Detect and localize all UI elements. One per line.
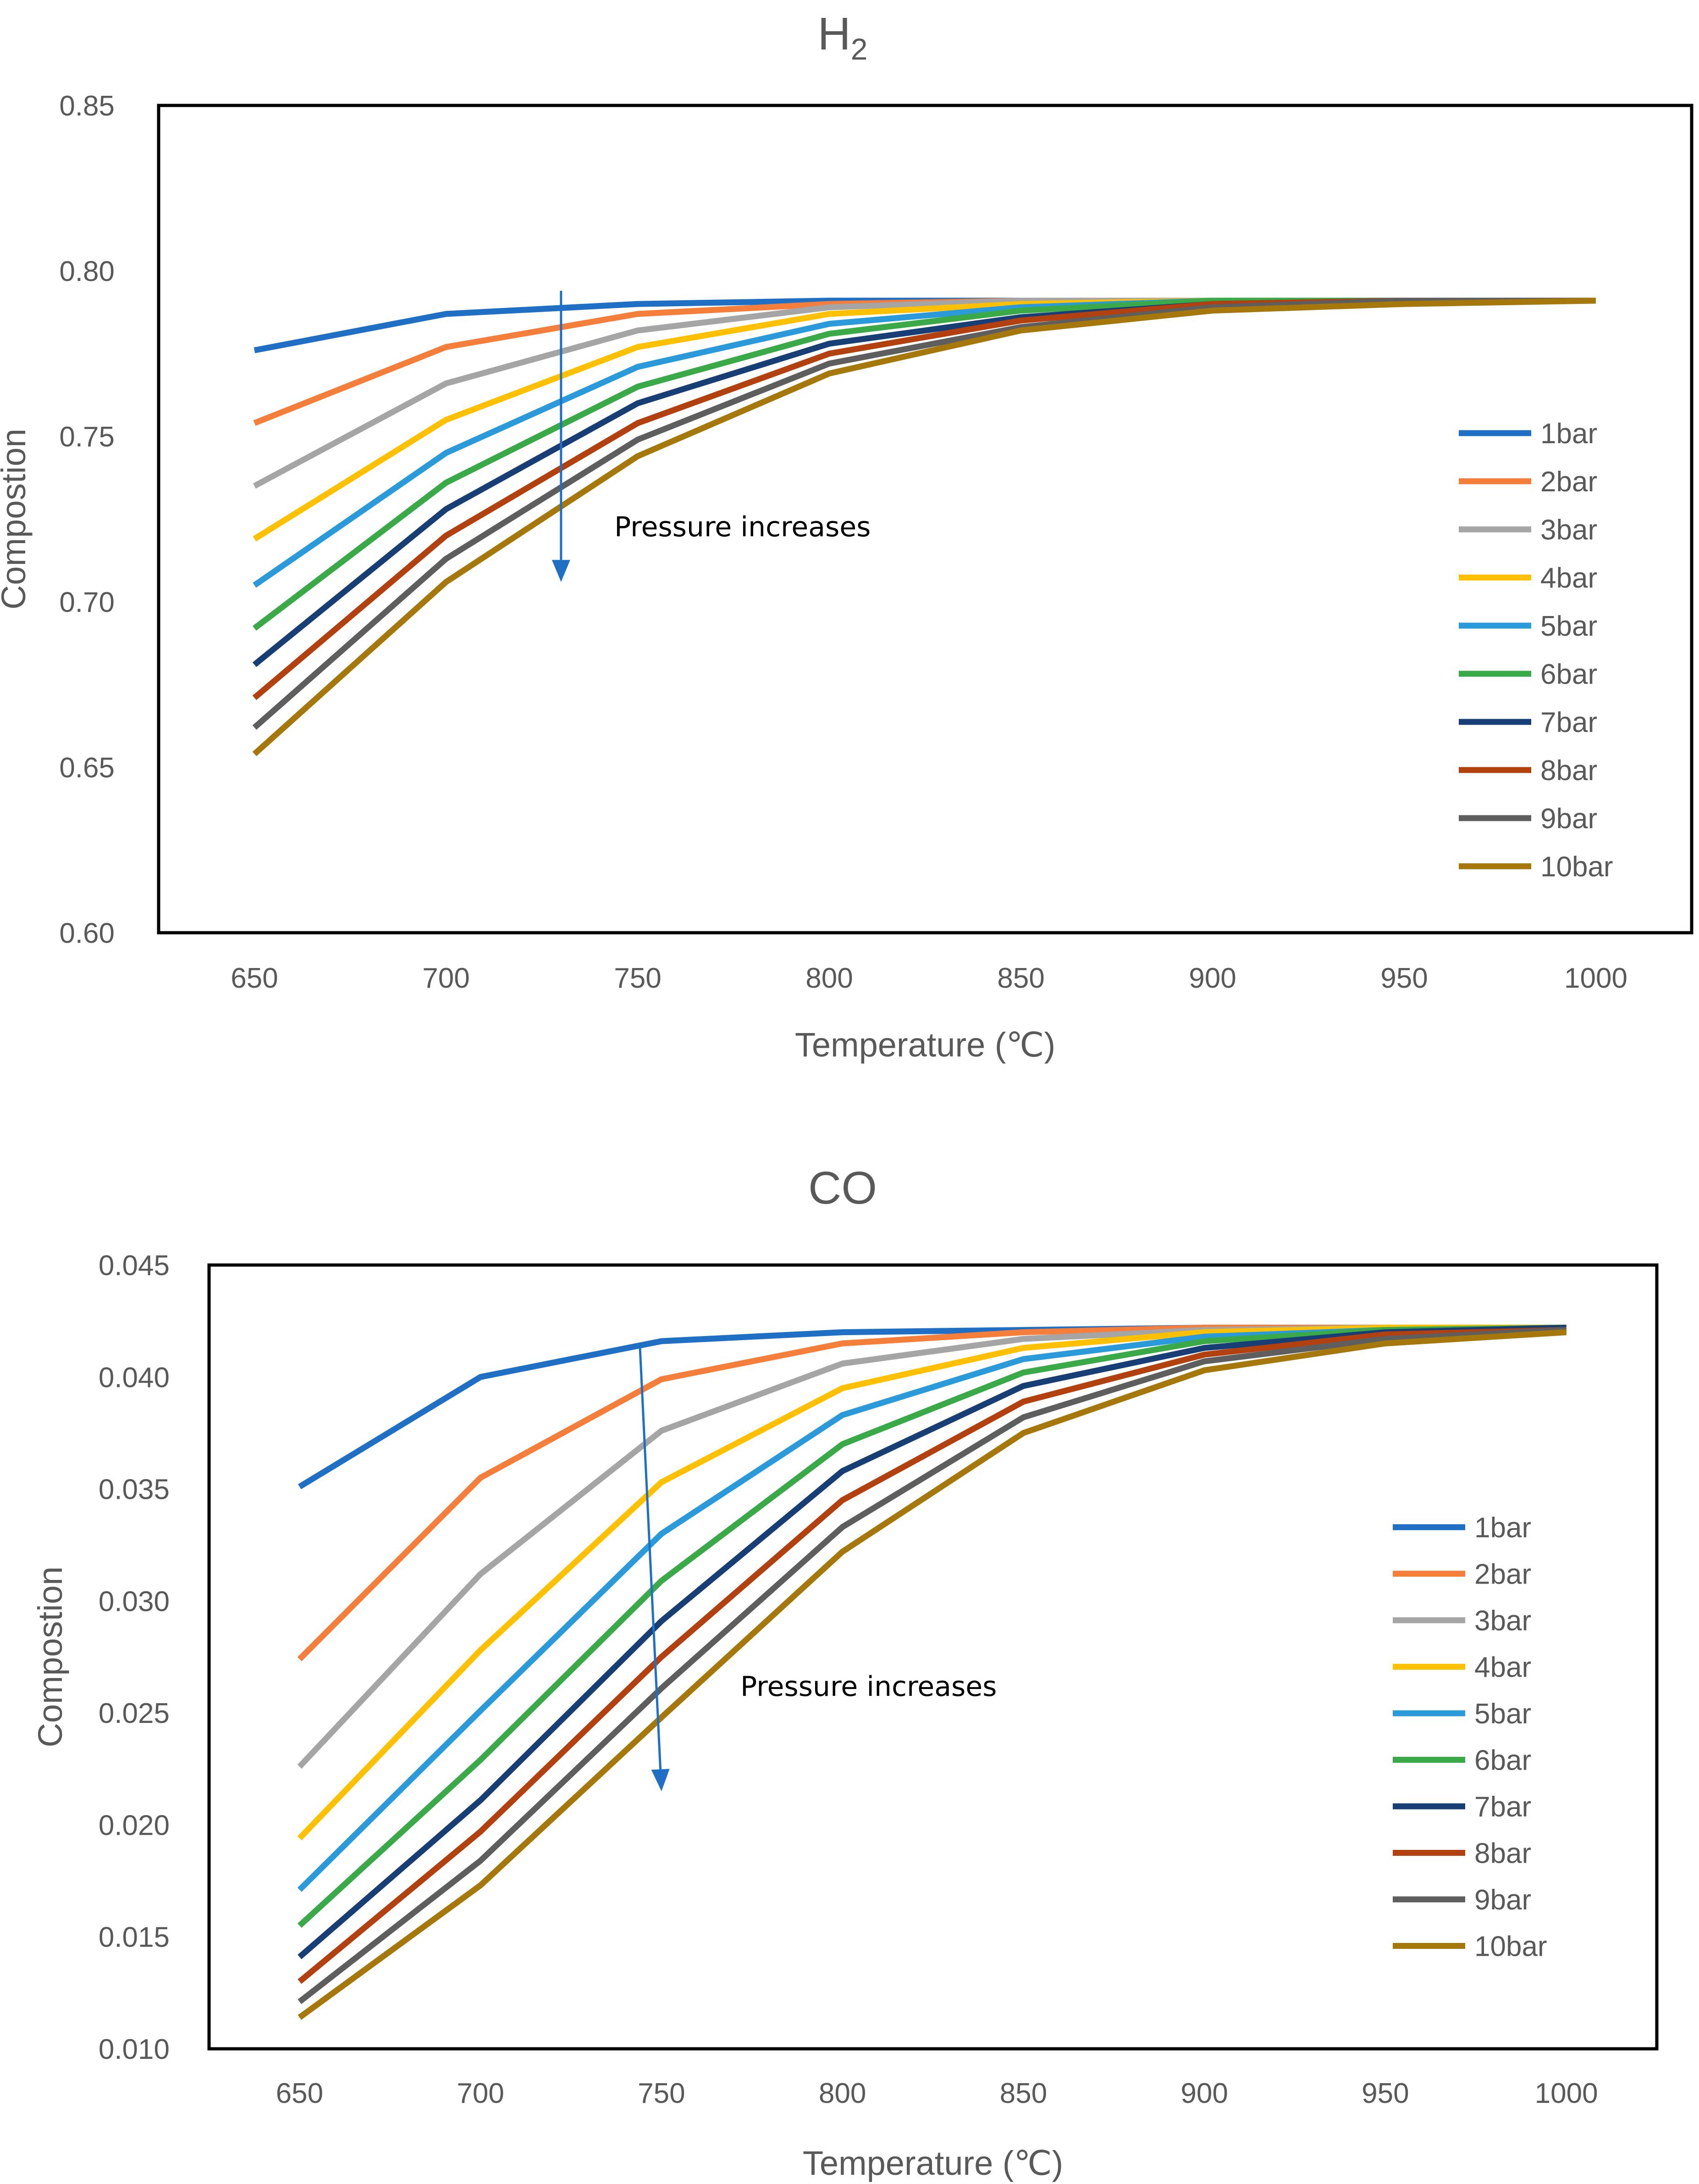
chart-0: H2 0.60 0.65 0.70 0.75 0.80 0.85 650 700 750 800 85… (0, 8, 1693, 1064)
legend: 1bar 2bar 3bar 4bar 5bar 6bar 7bar 8bar 9bar 10ba… (1393, 1512, 1547, 1963)
legend-label: 7bar (1540, 707, 1597, 738)
legend: 1bar 2bar 3bar 4bar 5bar 6bar 7bar 8bar 9bar 10ba… (1459, 418, 1613, 883)
y-tick-label: 0.010 (99, 2034, 170, 2065)
legend-label: 7bar (1474, 1791, 1531, 1823)
series-line-10bar (298, 1329, 1567, 2020)
legend-label: 9bar (1540, 803, 1597, 835)
y-axis-label: Compostion (31, 1567, 69, 1748)
x-tick-label: 900 (1180, 2078, 1228, 2109)
legend-label: 3bar (1540, 514, 1597, 546)
x-tick-label: 750 (638, 2078, 685, 2109)
x-tick-label: 850 (997, 963, 1044, 994)
y-tick-label: 0.75 (59, 421, 115, 453)
x-tick-label: 750 (614, 963, 661, 994)
y-tick-label: 0.040 (99, 1362, 170, 1393)
series-line-8bar (298, 1327, 1567, 1984)
x-tick-label: 650 (231, 963, 278, 994)
series-line-6bar (298, 1325, 1567, 1928)
legend-label: 3bar (1474, 1605, 1531, 1637)
annotation-arrow-head (651, 1769, 670, 1792)
y-tick-label: 0.65 (59, 752, 115, 784)
x-tick-label: 700 (457, 2078, 504, 2109)
legend-label: 5bar (1474, 1698, 1531, 1730)
x-tick-label: 900 (1189, 963, 1236, 994)
series-line-10bar (252, 297, 1596, 756)
y-tick-label: 0.80 (59, 256, 115, 287)
legend-label: 5bar (1540, 611, 1597, 642)
series-line-9bar (298, 1327, 1567, 2004)
x-tick-label: 700 (422, 963, 469, 994)
y-tick-label: 0.85 (59, 90, 115, 122)
plot-area (207, 1263, 1659, 2051)
legend-label: 6bar (1474, 1745, 1531, 1777)
annotation-text: Pressure increases (614, 511, 871, 543)
legend-label: 6bar (1540, 659, 1597, 690)
y-tick-label: 0.70 (59, 587, 115, 618)
x-tick-label: 850 (1000, 2078, 1047, 2109)
annotation-text: Pressure increases (740, 1671, 997, 1703)
x-tick-label: 950 (1362, 2078, 1409, 2109)
chart-title: H2 (818, 8, 868, 66)
legend-label: 1bar (1540, 418, 1597, 450)
x-axis-label: Temperature (℃) (803, 2144, 1063, 2182)
annotation-arrow-head (552, 560, 570, 582)
series-line-9bar (252, 297, 1596, 730)
y-tick-label: 0.60 (59, 918, 115, 949)
x-tick-label: 800 (819, 2078, 866, 2109)
legend-label: 9bar (1474, 1884, 1531, 1916)
plot-area (157, 104, 1693, 935)
y-tick-label: 0.035 (99, 1474, 170, 1506)
legend-label: 10bar (1474, 1931, 1547, 1963)
y-tick-label: 0.025 (99, 1698, 170, 1729)
y-tick-label: 0.030 (99, 1586, 170, 1617)
x-tick-label: 950 (1380, 963, 1428, 994)
y-tick-label: 0.020 (99, 1810, 170, 1841)
chart-title: CO (808, 1162, 877, 1214)
legend-label: 1bar (1474, 1512, 1531, 1544)
y-tick-label: 0.015 (99, 1922, 170, 1953)
x-tick-label: 1000 (1535, 2078, 1598, 2109)
legend-label: 10bar (1540, 851, 1613, 883)
legend-label: 2bar (1474, 1559, 1531, 1590)
legend-label: 2bar (1540, 466, 1597, 498)
legend-label: 4bar (1540, 562, 1597, 594)
chart-title-subscript: 2 (851, 32, 868, 66)
x-tick-label: 800 (805, 963, 853, 994)
x-axis-label: Temperature (℃) (795, 1026, 1055, 1064)
y-axis-label: Compostion (0, 429, 33, 610)
x-tick-label: 650 (276, 2078, 323, 2109)
legend-label: 8bar (1474, 1838, 1531, 1870)
legend-label: 4bar (1474, 1652, 1531, 1683)
x-tick-label: 1000 (1564, 963, 1627, 994)
chart-1: CO 0.010 0.015 0.020 0.025 0.030 0.035 0.040 0.0… (31, 1162, 1659, 2182)
annotation-arrow-shaft (639, 1343, 662, 1770)
y-tick-label: 0.045 (99, 1250, 170, 1282)
legend-label: 8bar (1540, 755, 1597, 787)
